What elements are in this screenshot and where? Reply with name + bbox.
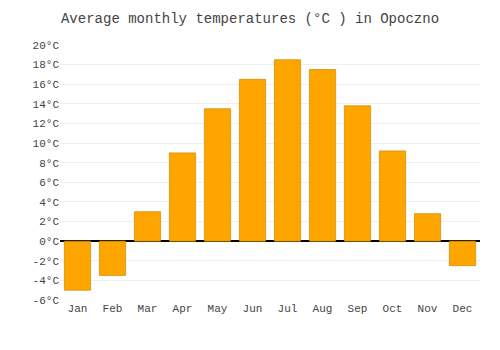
svg-text:Sep: Sep bbox=[348, 303, 368, 315]
svg-text:18°C: 18°C bbox=[33, 59, 60, 71]
svg-text:Average monthly temperatures (: Average monthly temperatures (°C ) in Op… bbox=[61, 11, 439, 27]
svg-text:Jun: Jun bbox=[243, 303, 263, 315]
svg-text:-2°C: -2°C bbox=[33, 256, 60, 268]
svg-text:Jul: Jul bbox=[278, 303, 298, 315]
svg-text:Jan: Jan bbox=[68, 303, 88, 315]
svg-text:Oct: Oct bbox=[383, 303, 403, 315]
svg-text:Nov: Nov bbox=[418, 303, 438, 315]
svg-text:16°C: 16°C bbox=[33, 79, 60, 91]
svg-text:-6°C: -6°C bbox=[33, 295, 60, 307]
svg-text:10°C: 10°C bbox=[33, 138, 60, 150]
svg-text:6°C: 6°C bbox=[39, 177, 59, 189]
svg-text:Mar: Mar bbox=[138, 303, 158, 315]
svg-text:12°C: 12°C bbox=[33, 118, 60, 130]
svg-text:4°C: 4°C bbox=[39, 197, 59, 209]
svg-text:Dec: Dec bbox=[453, 303, 473, 315]
svg-text:0°C: 0°C bbox=[39, 236, 59, 248]
svg-text:Apr: Apr bbox=[173, 303, 193, 315]
svg-text:May: May bbox=[208, 303, 228, 315]
svg-text:14°C: 14°C bbox=[33, 99, 60, 111]
svg-text:20°C: 20°C bbox=[33, 40, 60, 52]
svg-text:8°C: 8°C bbox=[39, 158, 59, 170]
svg-text:2°C: 2°C bbox=[39, 216, 59, 228]
svg-text:-4°C: -4°C bbox=[33, 275, 60, 287]
svg-text:Feb: Feb bbox=[103, 303, 123, 315]
svg-text:Aug: Aug bbox=[313, 303, 333, 315]
